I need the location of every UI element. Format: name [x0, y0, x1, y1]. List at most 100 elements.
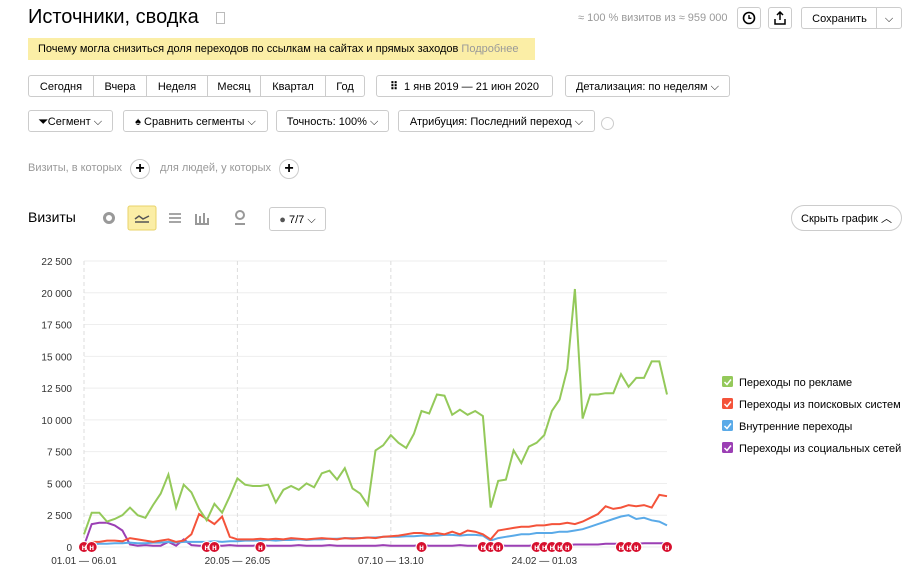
banner: Почему могла снизиться доля переходов по…	[28, 38, 535, 60]
compare-button[interactable]: ♠ Сравнить сегменты ⌵	[123, 110, 268, 132]
filter-label: Атрибуция: Последний переход	[409, 116, 572, 128]
holiday-marker-label: н	[542, 543, 547, 552]
holiday-marker-label: н	[82, 543, 87, 552]
sample-info: ≈ 100 % визитов из ≈ 959 000	[578, 12, 728, 24]
pie-icon[interactable]	[103, 212, 115, 224]
holiday-marker-label: н	[480, 543, 485, 552]
legend-check	[723, 401, 732, 408]
help-icon[interactable]	[601, 117, 614, 130]
holiday-marker-label: н	[212, 543, 217, 552]
date-range: 1 янв 2019 — 21 июн 2020	[404, 81, 540, 93]
holiday-marker-dot	[561, 541, 574, 553]
y-tick-label: 17 500	[41, 321, 72, 332]
chart: 0 2 500 5 000 7 500 10 000 12 500 15 000 17 500…	[41, 257, 901, 567]
legend-item[interactable]: Внутренние переходы	[722, 420, 852, 433]
segment-button[interactable]: ⏷Сегмент ⌵	[28, 110, 113, 132]
legend-item[interactable]: Переходы из социальных сетей	[722, 442, 901, 455]
banner-text: Почему могла снизиться доля переходов по…	[38, 43, 459, 55]
line-icon	[134, 215, 150, 223]
legend-check	[723, 423, 732, 430]
detail-button[interactable]: Детализация: по неделям ⌵	[565, 75, 730, 97]
legend-item[interactable]: Переходы из поисковых систем	[722, 398, 901, 411]
holiday-marker: н	[415, 541, 428, 553]
legend-checkbox	[722, 398, 733, 409]
holiday-marker-label: н	[534, 543, 539, 552]
filter-label: Точность: 100%	[286, 116, 367, 128]
holiday-marker: н	[254, 541, 267, 553]
legend-label: Переходы из социальных сетей	[739, 443, 901, 455]
x-tick-label: 07.10 — 13.10	[358, 556, 424, 567]
holiday-marker-label: н	[550, 543, 555, 552]
holiday-marker-label: н	[419, 543, 424, 552]
holiday-marker: н	[208, 541, 221, 553]
chart-type-switcher[interactable]	[100, 205, 260, 231]
y-tick-label: 15 000	[41, 352, 72, 363]
date-range-button[interactable]: ⠿ 1 янв 2019 — 21 июн 2020	[376, 75, 553, 97]
add-condition[interactable]: +	[130, 159, 150, 179]
hide-chart-button[interactable]: Скрыть график ︿	[791, 205, 902, 231]
condition-label: Визиты, в которых	[28, 162, 122, 174]
accuracy-button[interactable]: Точность: 100% ⌵	[276, 110, 389, 132]
legend-item[interactable]: Переходы по рекламе	[722, 376, 852, 389]
bookmark-icon[interactable]	[216, 12, 225, 24]
legend-label: Внутренние переходы	[739, 421, 852, 433]
series-line	[83, 493, 668, 546]
add-condition[interactable]: +	[279, 159, 299, 179]
holiday-marker: н	[630, 541, 643, 553]
holiday-marker-dot	[661, 541, 673, 553]
x-tick-label: 24.02 — 01.03	[511, 556, 577, 567]
area-icon[interactable]	[169, 213, 181, 223]
period-button[interactable]: Вчера	[93, 75, 146, 97]
holiday-marker-dot	[85, 541, 98, 553]
filter-label: Сравнить сегменты	[144, 116, 245, 128]
period-button[interactable]: Месяц	[207, 75, 260, 97]
holiday-marker-dot	[415, 541, 428, 553]
series-count: 7/7	[289, 214, 305, 226]
holiday-marker-label: н	[204, 543, 209, 552]
holiday-marker-label: н	[665, 543, 670, 552]
holiday-marker-label: н	[557, 543, 562, 552]
share-icon	[774, 10, 786, 25]
legend-check	[723, 445, 732, 452]
clock-icon	[742, 11, 756, 25]
y-tick-label: 0	[66, 543, 72, 554]
holiday-marker-label: н	[634, 543, 639, 552]
holiday-marker: н	[661, 541, 673, 553]
history-button[interactable]	[737, 7, 761, 29]
legend-label: Переходы из поисковых систем	[739, 399, 901, 411]
y-tick-label: 7 500	[47, 448, 72, 459]
attribution-button[interactable]: Атрибуция: Последний переход ⌵	[398, 110, 595, 132]
y-tick-label: 22 500	[41, 257, 72, 268]
y-tick-label: 5 000	[47, 479, 72, 490]
period-button[interactable]: Неделя	[146, 75, 207, 97]
y-tick-label: 20 000	[41, 289, 72, 300]
period-button[interactable]: Квартал	[260, 75, 325, 97]
period-button[interactable]: Год	[325, 75, 365, 97]
save-menu[interactable]: ⌵	[876, 7, 902, 29]
holiday-marker-label: н	[89, 543, 94, 552]
filter-label: Сегмент	[47, 116, 91, 128]
x-tick-label: 01.01 — 06.01	[51, 556, 117, 567]
map-icon[interactable]	[235, 210, 245, 220]
banner-link[interactable]: Подробнее	[461, 43, 519, 55]
legend-checkbox	[722, 376, 733, 387]
bar-icon[interactable]	[195, 213, 209, 225]
holiday-marker-label: н	[626, 543, 631, 552]
legend-checkbox	[722, 442, 733, 453]
x-tick-label: 20.05 — 26.05	[205, 556, 271, 567]
hide-chart-label: Скрыть график	[801, 213, 878, 225]
series-count-button[interactable]: ● 7/7 ⌵	[269, 207, 326, 231]
export-button[interactable]	[768, 7, 792, 29]
holiday-marker-label: н	[619, 543, 624, 552]
condition-label: для людей, у которых	[160, 162, 271, 174]
holiday-marker-label: н	[258, 543, 263, 552]
detail-label: Детализация: по неделям	[575, 81, 708, 93]
save-button[interactable]: Сохранить	[801, 7, 877, 29]
period-button[interactable]: Сегодня	[28, 75, 93, 97]
y-tick-label: 10 000	[41, 416, 72, 427]
holiday-marker-label: н	[565, 543, 570, 552]
page-title: Источники, сводка	[28, 6, 199, 28]
holiday-marker: н	[85, 541, 98, 553]
legend-checkbox	[722, 420, 733, 431]
